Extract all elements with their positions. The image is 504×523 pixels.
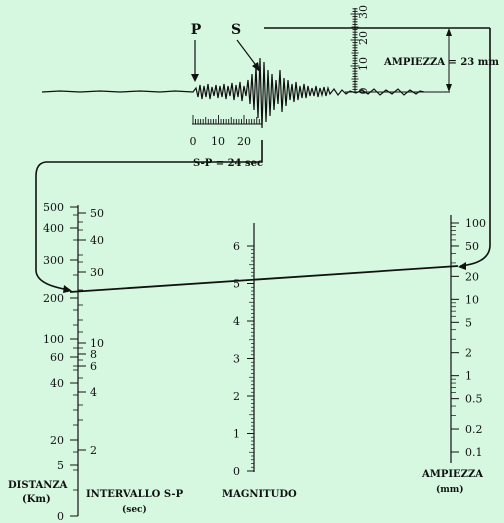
sp-tick-label: 2 xyxy=(90,444,97,457)
magnitude-tick-label: 1 xyxy=(233,428,240,441)
amp-ruler-tick-0: 0 xyxy=(357,88,370,95)
time-tick-20: 20 xyxy=(237,135,251,148)
distance-tick-label: 500 xyxy=(43,201,64,214)
magnitude-title: MAGNITUDO xyxy=(222,489,297,500)
magnitude-scale: 6 5 4 3 2 1 0 xyxy=(233,240,254,478)
magnitude-tick-label: 5 xyxy=(233,278,240,291)
magnitude-tick-label: 3 xyxy=(233,353,240,366)
sp-connector xyxy=(35,140,263,291)
amplitude-dimension-arrow-bottom xyxy=(446,84,452,92)
sp-note: S-P = 24 sec xyxy=(193,158,263,169)
amplitude-tick-label: 2 xyxy=(465,347,472,360)
time-tick-0: 0 xyxy=(190,135,197,148)
p-label: P xyxy=(191,22,202,38)
reading-line xyxy=(69,265,459,293)
seismogram-trace xyxy=(41,57,425,129)
seismogram: P S 0 10 20 0 10 20 30 AMPIEZZA = 23 mm … xyxy=(41,5,499,169)
distance-unit: (Km) xyxy=(22,494,51,505)
sp-unit: (sec) xyxy=(122,504,147,515)
amplitude-title: AMPIEZZA xyxy=(421,469,483,480)
amplitude-tick-label: 100 xyxy=(465,217,486,230)
amplitude-scale: 100 50 20 10 5 2 1 0.5 0.2 0.1 xyxy=(451,217,486,459)
sp-connector-arrow xyxy=(63,285,72,293)
distance-tick-label: 40 xyxy=(50,377,64,390)
sp-tick-label: 4 xyxy=(90,386,97,399)
amplitude-tick-label: 0.2 xyxy=(465,423,483,436)
magnitude-tick-label: 0 xyxy=(233,465,240,478)
distance-tick-label: 20 xyxy=(50,434,64,447)
amplitude-tick-label: 0.1 xyxy=(465,446,483,459)
amp-ruler-tick-10: 10 xyxy=(357,57,370,71)
amplitude-unit: (mm) xyxy=(436,484,464,495)
amplitude-tick-label: 20 xyxy=(465,270,479,283)
amp-ruler-tick-30: 30 xyxy=(357,5,370,19)
sp-tick-label: 8 xyxy=(90,348,97,361)
amplitude-tick-label: 50 xyxy=(465,240,479,253)
p-arrowhead xyxy=(191,74,199,82)
magnitude-tick-label: 2 xyxy=(233,390,240,403)
distance-tick-label: 200 xyxy=(43,292,64,305)
distance-tick-label: 60 xyxy=(50,351,64,364)
sp-tick-label: 6 xyxy=(90,360,97,373)
sp-title: INTERVALLO S-P xyxy=(86,489,184,500)
amplitude-tick-label: 10 xyxy=(465,293,479,306)
amplitude-tick-label: 5 xyxy=(465,316,472,329)
sp-tick-label: 10 xyxy=(90,337,104,350)
distance-scale: 500 400 300 200 100 60 40 20 5 0 xyxy=(43,201,78,523)
time-tick-10: 10 xyxy=(211,135,225,148)
time-ruler xyxy=(192,115,263,125)
s-label: S xyxy=(231,22,241,38)
amp-ruler-tick-20: 20 xyxy=(357,31,370,45)
distance-tick-label: 300 xyxy=(43,254,64,267)
amplitude-tick-label: 1 xyxy=(465,370,472,383)
s-arrowhead xyxy=(252,62,260,72)
s-arrow xyxy=(236,39,259,69)
magnitude-tick-label: 4 xyxy=(233,315,240,328)
amplitude-tick-label: 0.5 xyxy=(465,393,483,406)
amplitude-dimension-arrow-top xyxy=(446,28,452,36)
magnitude-tick-label: 6 xyxy=(233,240,240,253)
distance-tick-label: 100 xyxy=(43,333,64,346)
amplitude-connector-arrow xyxy=(458,262,466,270)
amplitude-note: AMPIEZZA = 23 mm xyxy=(383,57,499,68)
distance-title: DISTANZA xyxy=(8,480,68,491)
distance-tick-label: 400 xyxy=(43,222,64,235)
distance-tick-label: 5 xyxy=(57,459,64,472)
sp-tick-label: 50 xyxy=(90,207,104,220)
sp-tick-label: 40 xyxy=(90,234,104,247)
distance-tick-label: 0 xyxy=(57,510,64,523)
amplitude-ruler xyxy=(350,8,360,93)
sp-tick-label: 30 xyxy=(90,266,104,279)
